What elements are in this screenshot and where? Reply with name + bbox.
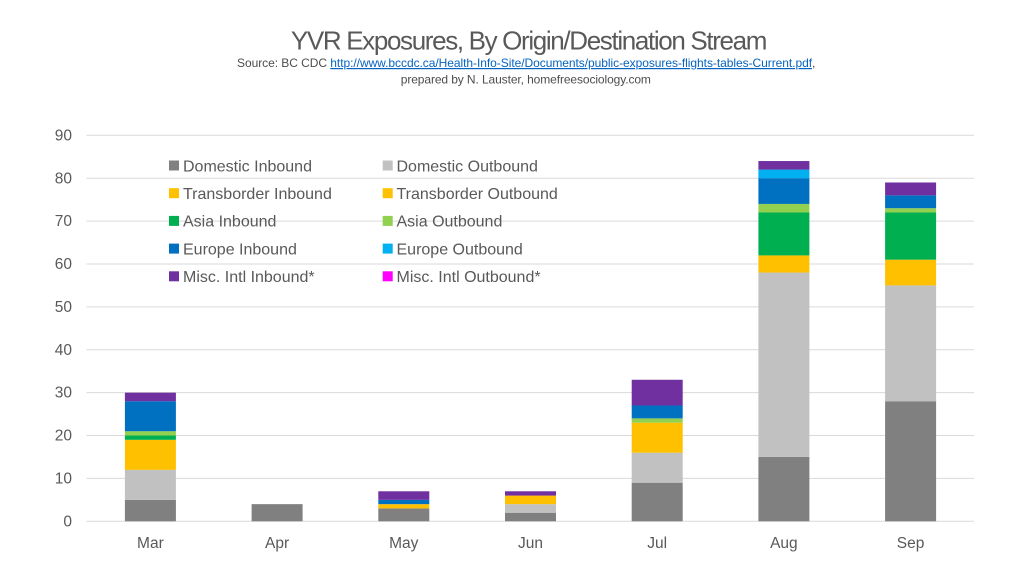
svg-text:Domestic Outbound: Domestic Outbound [397,158,538,175]
svg-text:Transborder Outbound: Transborder Outbound [397,186,558,203]
svg-text:Asia Inbound: Asia Inbound [183,214,276,231]
svg-text:Source: BC CDC http://www.bc: Source: BC CDC http://www.bccdc.ca/Healt… [237,56,815,70]
svg-text:Apr: Apr [265,535,289,552]
svg-text:Transborder Inbound: Transborder Inbound [183,186,332,203]
svg-text:50: 50 [55,299,73,316]
svg-text:20: 20 [55,428,73,445]
svg-text:Jul: Jul [647,535,667,552]
svg-text:0: 0 [63,513,72,530]
svg-text:Sep: Sep [897,535,925,552]
svg-text:90: 90 [55,127,73,144]
svg-text:80: 80 [55,170,73,187]
svg-text:May: May [389,535,419,552]
svg-text:Jun: Jun [518,535,543,552]
svg-text:YVR Exposures, By Origin/Desti: YVR Exposures, By Origin/Destination Str… [291,26,766,56]
svg-text:40: 40 [55,342,73,359]
svg-text:Aug: Aug [770,535,798,552]
svg-text:60: 60 [55,256,73,273]
svg-text:70: 70 [55,213,73,230]
svg-text:Misc. Intl Inbound*: Misc. Intl Inbound* [183,269,315,286]
svg-text:Misc. Intl Outbound*: Misc. Intl Outbound* [397,269,541,286]
svg-text:10: 10 [55,471,73,488]
svg-text:Domestic Inbound: Domestic Inbound [183,158,312,175]
svg-text:Mar: Mar [137,535,164,552]
svg-text:Europe Inbound: Europe Inbound [183,241,297,258]
svg-text:30: 30 [55,385,73,402]
svg-text:Asia Outbound: Asia Outbound [397,214,503,231]
svg-text:prepared by N. Lauster, homefr: prepared by N. Lauster, homefreesociolog… [401,73,651,87]
svg-text:Europe Outbound: Europe Outbound [397,241,523,258]
